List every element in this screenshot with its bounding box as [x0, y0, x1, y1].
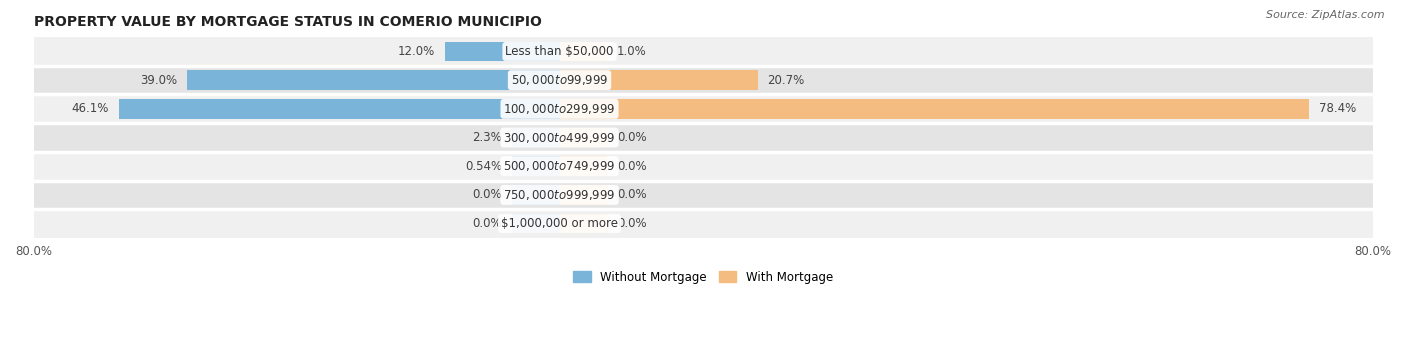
Text: 78.4%: 78.4%: [1319, 102, 1357, 115]
Text: 2.3%: 2.3%: [472, 131, 502, 144]
Text: 0.0%: 0.0%: [617, 188, 647, 202]
Bar: [512, 185, 560, 205]
Bar: [560, 70, 758, 90]
Bar: [560, 157, 607, 176]
Bar: [34, 209, 1372, 238]
Text: 0.0%: 0.0%: [617, 131, 647, 144]
Text: 39.0%: 39.0%: [139, 74, 177, 87]
Bar: [512, 214, 560, 233]
Bar: [187, 70, 560, 90]
Text: 46.1%: 46.1%: [72, 102, 110, 115]
Text: 0.0%: 0.0%: [617, 217, 647, 230]
Text: Source: ZipAtlas.com: Source: ZipAtlas.com: [1267, 10, 1385, 20]
Text: $500,000 to $749,999: $500,000 to $749,999: [503, 159, 616, 173]
Bar: [512, 157, 560, 176]
Text: $1,000,000 or more: $1,000,000 or more: [501, 217, 619, 230]
Legend: Without Mortgage, With Mortgage: Without Mortgage, With Mortgage: [568, 266, 838, 288]
Text: 0.54%: 0.54%: [465, 160, 502, 173]
Bar: [560, 99, 1309, 119]
Bar: [34, 123, 1372, 152]
Bar: [118, 99, 560, 119]
Bar: [560, 128, 607, 147]
Bar: [34, 152, 1372, 180]
Bar: [560, 185, 607, 205]
Bar: [512, 128, 560, 147]
Text: 1.0%: 1.0%: [617, 45, 647, 58]
Bar: [560, 214, 607, 233]
Text: 0.0%: 0.0%: [617, 160, 647, 173]
Text: 20.7%: 20.7%: [768, 74, 804, 87]
Bar: [444, 42, 560, 61]
Bar: [34, 66, 1372, 94]
Text: 0.0%: 0.0%: [472, 217, 502, 230]
Text: $750,000 to $999,999: $750,000 to $999,999: [503, 188, 616, 202]
Text: PROPERTY VALUE BY MORTGAGE STATUS IN COMERIO MUNICIPIO: PROPERTY VALUE BY MORTGAGE STATUS IN COM…: [34, 15, 541, 29]
Text: $50,000 to $99,999: $50,000 to $99,999: [510, 73, 609, 87]
Text: $300,000 to $499,999: $300,000 to $499,999: [503, 131, 616, 145]
Bar: [34, 94, 1372, 123]
Text: Less than $50,000: Less than $50,000: [505, 45, 614, 58]
Text: 0.0%: 0.0%: [472, 188, 502, 202]
Bar: [560, 42, 607, 61]
Bar: [34, 180, 1372, 209]
Bar: [34, 37, 1372, 66]
Text: $100,000 to $299,999: $100,000 to $299,999: [503, 102, 616, 116]
Text: 12.0%: 12.0%: [398, 45, 436, 58]
